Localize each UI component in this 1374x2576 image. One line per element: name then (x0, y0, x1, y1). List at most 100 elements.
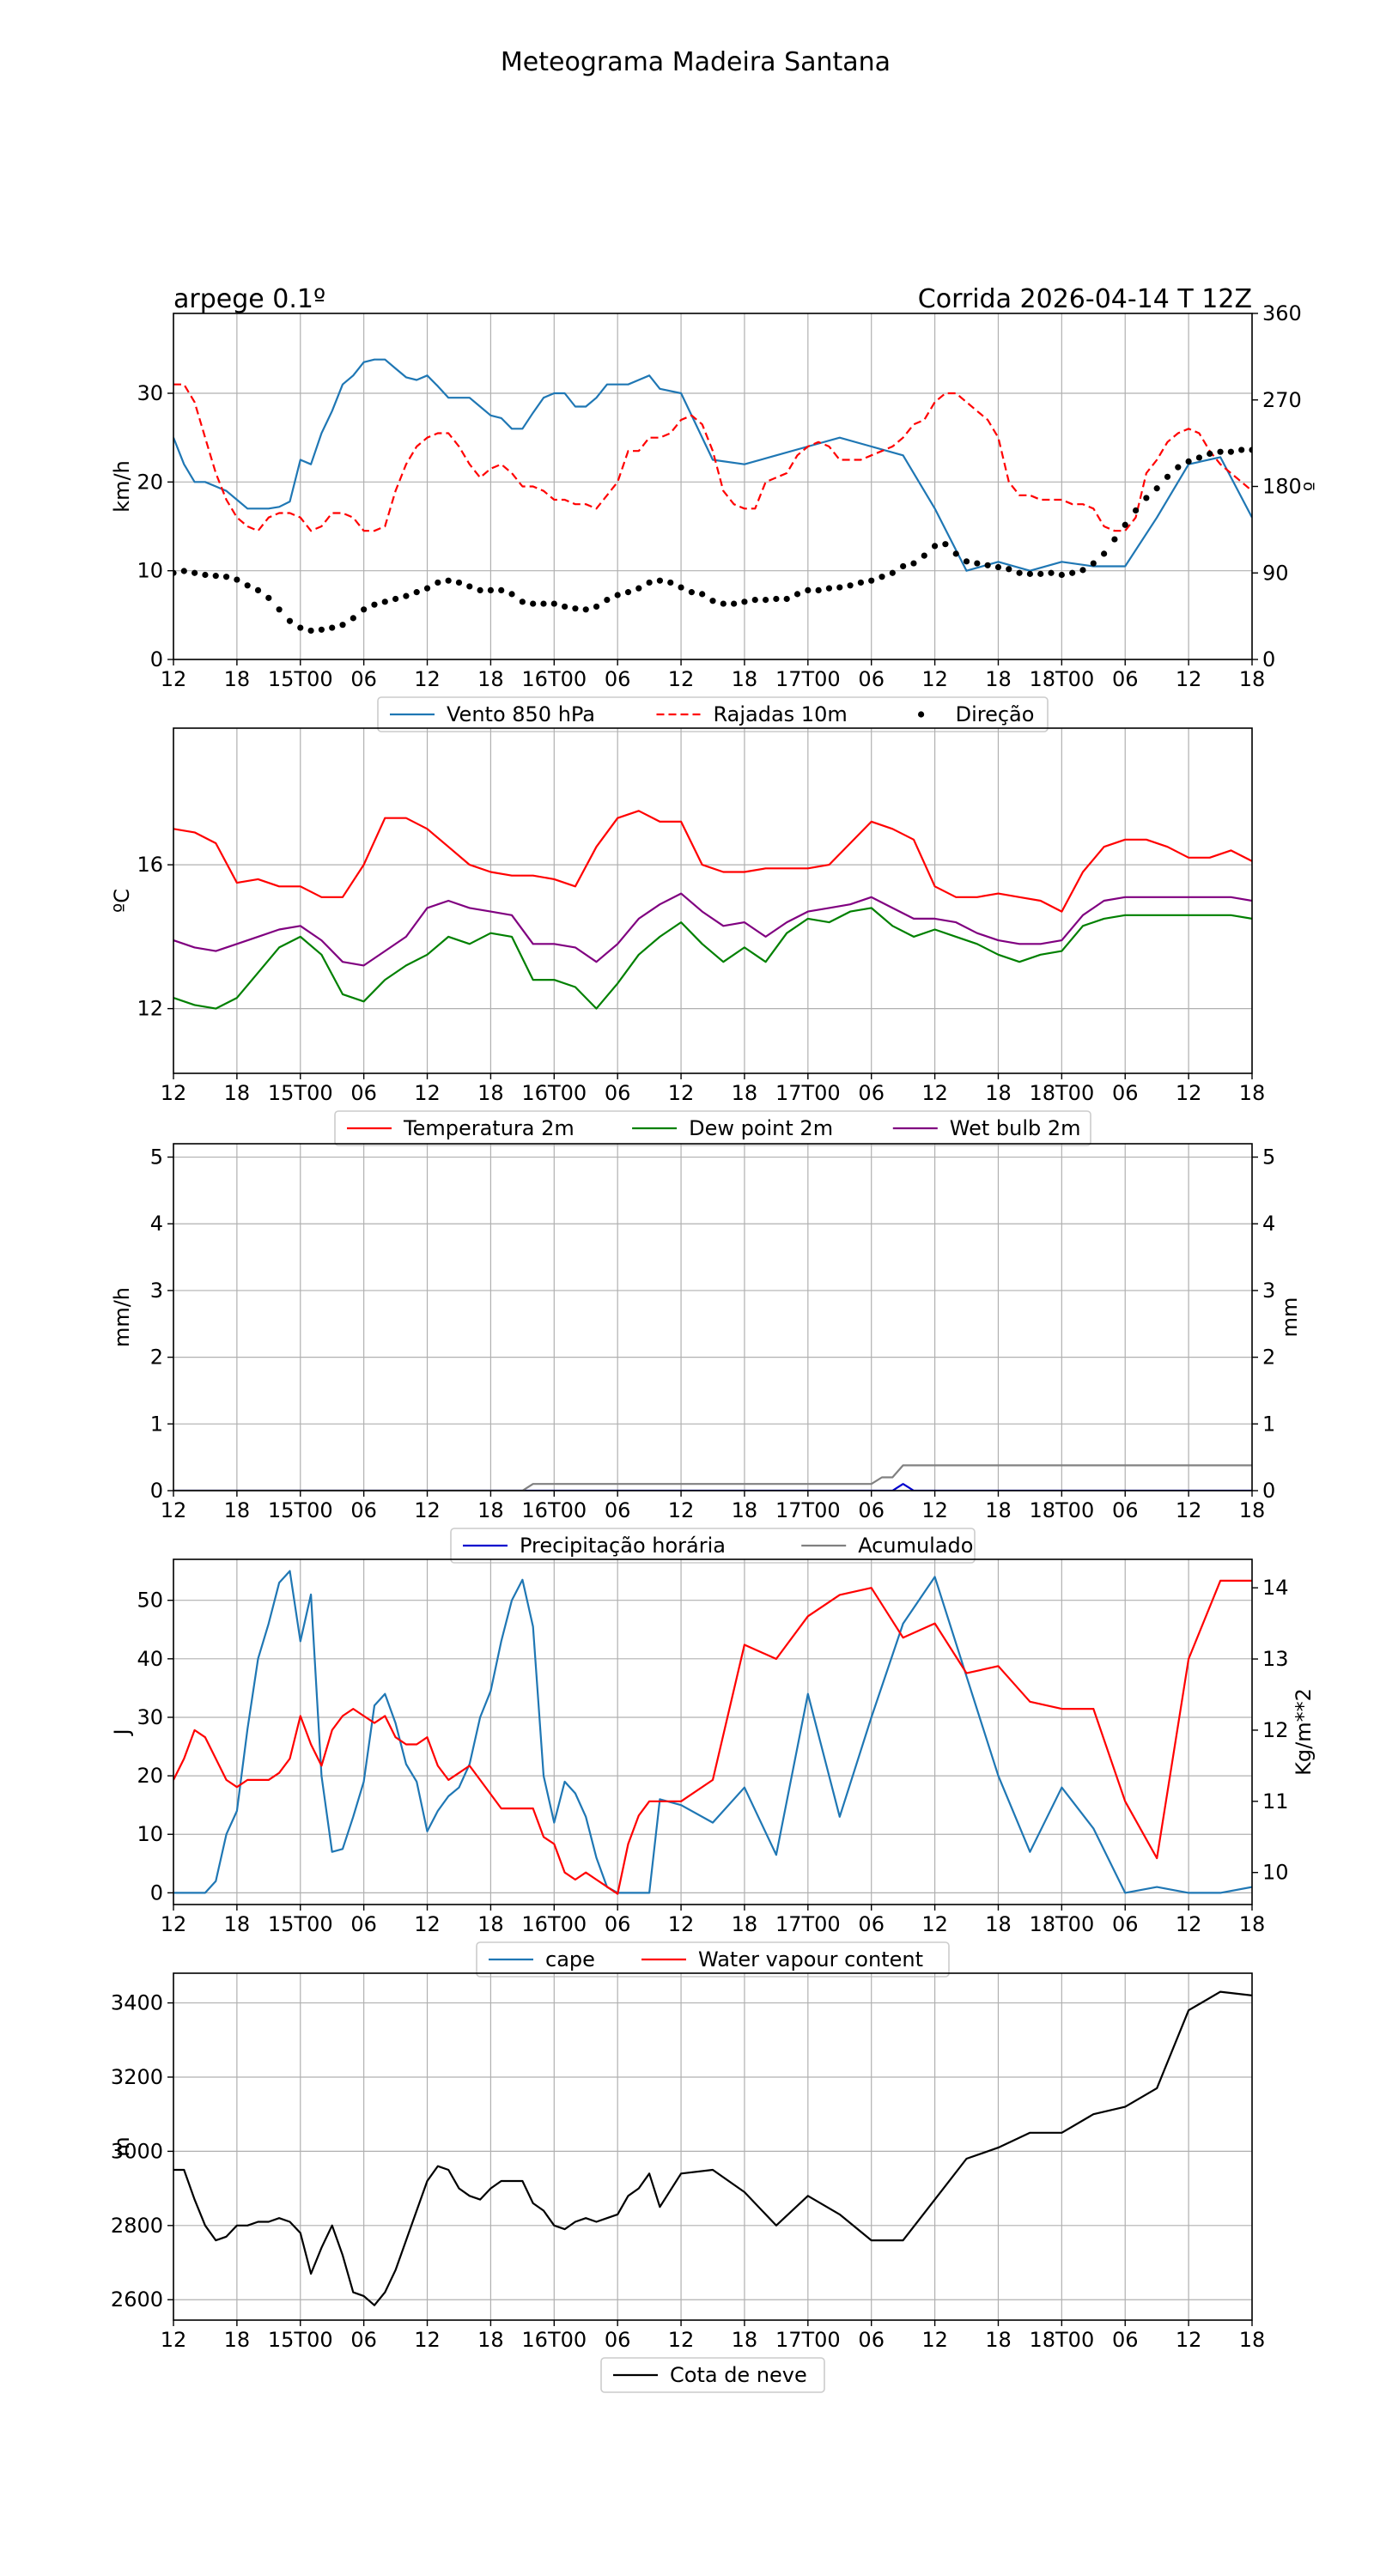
plot-area (173, 1570, 1252, 1895)
x-tick-label: 06 (858, 667, 885, 691)
x-tick-label: 18 (985, 1912, 1012, 1936)
direction-point (942, 541, 949, 548)
series-rajadas-10m (173, 383, 1252, 532)
legend: cape Water vapour content (476, 1941, 950, 1978)
direction-point (1026, 570, 1034, 577)
x-tick-label: 18 (477, 1498, 504, 1522)
direction-point (519, 598, 526, 605)
direction-point (678, 584, 684, 591)
y-right-tick-label: 270 (1262, 388, 1302, 412)
run-label: Corrida 2026-04-14 T 12Z (918, 284, 1252, 314)
series-cape (173, 1570, 1252, 1894)
x-tick-label: 06 (858, 1912, 885, 1936)
x-tick-label: 12 (1176, 1081, 1202, 1105)
x-tick-label: 12 (161, 1498, 187, 1522)
legend-item: Wet bulb 2m (892, 1116, 1081, 1140)
y-right-tick-label: 0 (1262, 647, 1275, 671)
y-right-tick-label: 180 (1262, 475, 1302, 499)
direction-point (624, 589, 632, 596)
x-tick-label: 18 (1239, 1912, 1266, 1936)
direction-point (963, 558, 970, 565)
x-tick-label: 06 (605, 1081, 631, 1105)
direction-point (604, 596, 611, 604)
y-tick-label: 30 (137, 1705, 163, 1729)
direction-point (466, 583, 473, 590)
x-tick-label: 18 (1239, 1498, 1266, 1522)
direction-point (212, 573, 219, 580)
legend-item: Vento 850 hPa (390, 702, 595, 726)
x-tick-label: 18T00 (1029, 1912, 1094, 1936)
direction-point (297, 624, 304, 631)
series-dew-point-2m (173, 907, 1252, 1010)
x-tick-label: 12 (921, 2328, 948, 2352)
x-tick-label: 18 (477, 2328, 504, 2352)
x-tick-label: 06 (858, 1498, 885, 1522)
legend-label: Temperatura 2m (403, 1116, 575, 1140)
x-tick-label: 18 (477, 667, 504, 691)
direction-point (1227, 448, 1234, 455)
x-tick-label: 12 (414, 1081, 441, 1105)
direction-point (234, 576, 240, 583)
x-tick-label: 18 (224, 667, 251, 691)
x-tick-label: 06 (858, 1081, 885, 1105)
panel-snow: 12 18 15T00 06 12 18 16T00 06 12 18 17T00 06 12 18 18T… (110, 1972, 1265, 2393)
y-tick-label: 3200 (111, 2065, 163, 2089)
x-tick-label: 06 (1112, 1498, 1139, 1522)
direction-point (773, 595, 780, 603)
direction-point (921, 552, 927, 559)
y-tick-label: 12 (137, 997, 163, 1021)
x-tick-label: 15T00 (268, 1912, 333, 1936)
x-tick-label: 15T00 (268, 2328, 333, 2352)
direction-point (572, 605, 579, 612)
direction-point (974, 560, 981, 567)
x-tick-label: 12 (668, 1912, 695, 1936)
y-tick-label: 20 (137, 1764, 163, 1788)
direction-point (847, 582, 854, 589)
direction-point (173, 569, 177, 576)
direction-point (688, 589, 695, 596)
direction-point (361, 606, 368, 613)
direction-point (751, 596, 758, 604)
direction-point (1101, 550, 1108, 557)
direction-point (435, 579, 441, 586)
x-tick-label: 18T00 (1029, 667, 1094, 691)
direction-point (1238, 447, 1245, 453)
direction-point (793, 591, 801, 598)
direction-point (286, 617, 294, 624)
direction-point (403, 592, 410, 599)
direction-point (857, 579, 864, 586)
x-tick-label: 17T00 (775, 1912, 841, 1936)
series-precipita-o-hor-ria (173, 1483, 1252, 1491)
plot-area (173, 810, 1252, 1010)
x-tick-label: 18 (224, 1081, 251, 1105)
direction-point (244, 582, 251, 589)
plot-frame (173, 727, 1253, 1074)
direction-point (1079, 567, 1086, 574)
y-tick-label: 40 (137, 1647, 163, 1671)
x-tick-label: 18 (732, 1081, 758, 1105)
y-tick-label: 3 (150, 1279, 163, 1303)
direction-point (1143, 495, 1150, 501)
plot-frame (173, 1558, 1253, 1905)
direction-point (1037, 570, 1044, 577)
direction-point (1069, 569, 1076, 576)
direction-point (192, 569, 198, 576)
y-axis-label: mm/h (110, 1287, 134, 1347)
plot-frame (173, 1972, 1253, 2321)
direction-point (1048, 569, 1055, 576)
x-tick-label: 12 (668, 1498, 695, 1522)
y-right-tick-label: 2 (1262, 1346, 1275, 1370)
x-tick-label: 12 (161, 667, 187, 691)
panel-cape: 12 18 15T00 06 12 18 16T00 06 12 18 17T00 06 12 18 18T… (110, 1558, 1316, 1978)
y-right-tick-label: 1 (1262, 1412, 1275, 1436)
y-tick-label: 0 (150, 647, 163, 671)
y-right-tick-label: 10 (1262, 1861, 1289, 1885)
direction-point (339, 622, 346, 629)
plot-area (173, 1990, 1252, 2306)
y-right-tick-label: 4 (1262, 1212, 1275, 1236)
direction-point (180, 568, 187, 574)
x-tick-label: 12 (414, 2328, 441, 2352)
x-tick-label: 18 (477, 1081, 504, 1105)
y-right-axis-label: º (1300, 482, 1324, 491)
x-tick-label: 18 (224, 1912, 251, 1936)
